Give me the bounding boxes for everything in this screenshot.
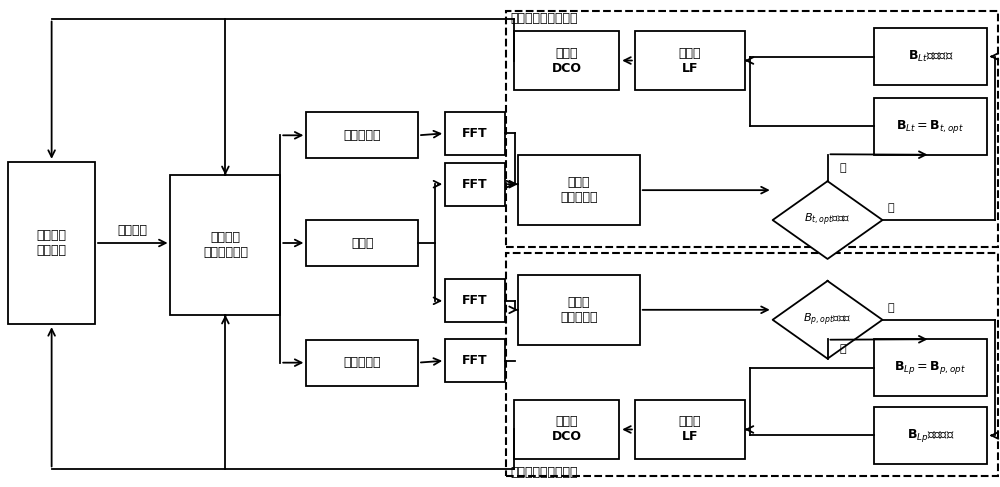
FancyBboxPatch shape (874, 339, 987, 396)
FancyBboxPatch shape (518, 275, 640, 345)
Text: 窄带回波: 窄带回波 (118, 225, 148, 237)
Text: FFT: FFT (462, 354, 488, 367)
Text: 俯仰维
DCO: 俯仰维 DCO (552, 47, 582, 75)
Text: 方位维
DCO: 方位维 DCO (552, 415, 582, 444)
FancyBboxPatch shape (874, 407, 987, 464)
Text: 俯仰维角度跟踪模块: 俯仰维角度跟踪模块 (510, 12, 577, 25)
Text: $\mathbf{B}_{Lt}$$=$$\mathbf{B}_{t,opt}$: $\mathbf{B}_{Lt}$$=$$\mathbf{B}_{t,opt}$ (896, 118, 964, 135)
FancyBboxPatch shape (514, 399, 619, 459)
Text: 方位维
LF: 方位维 LF (678, 415, 701, 444)
Text: $B_{t,opt}$有解？: $B_{t,opt}$有解？ (804, 212, 851, 228)
Text: 方位差波束: 方位差波束 (343, 356, 381, 369)
FancyBboxPatch shape (306, 220, 418, 266)
FancyBboxPatch shape (635, 31, 745, 91)
Text: $\mathbf{B}_{Lp}$$=$$\mathbf{B}_{p,opt}$: $\mathbf{B}_{Lp}$$=$$\mathbf{B}_{p,opt}$ (894, 359, 966, 376)
Text: 是: 是 (840, 344, 846, 354)
FancyBboxPatch shape (170, 175, 280, 315)
Text: 否: 否 (887, 302, 894, 313)
FancyBboxPatch shape (445, 112, 505, 155)
Text: FFT: FFT (462, 127, 488, 140)
Text: $B_{p,opt}$有解？: $B_{p,opt}$有解？ (803, 312, 852, 328)
FancyBboxPatch shape (635, 399, 745, 459)
Text: 俯仰差波束: 俯仰差波束 (343, 129, 381, 142)
FancyBboxPatch shape (874, 28, 987, 85)
FancyBboxPatch shape (874, 98, 987, 155)
FancyBboxPatch shape (514, 31, 619, 91)
Text: 接收阵列
数字波束形成: 接收阵列 数字波束形成 (203, 231, 248, 259)
Polygon shape (773, 281, 882, 358)
Text: FFT: FFT (462, 178, 488, 191)
Text: 方位维
单脉冲测角: 方位维 单脉冲测角 (560, 296, 598, 324)
Polygon shape (773, 181, 882, 259)
Text: 俯仰维
LF: 俯仰维 LF (678, 47, 701, 75)
Text: FFT: FFT (462, 294, 488, 307)
Text: 是: 是 (840, 163, 846, 173)
FancyBboxPatch shape (445, 163, 505, 206)
FancyBboxPatch shape (445, 339, 505, 382)
Text: 俯仰维
单脉冲测角: 俯仰维 单脉冲测角 (560, 176, 598, 204)
Text: $\mathbf{B}_{Lt}$保持不变: $\mathbf{B}_{Lt}$保持不变 (908, 49, 953, 64)
Text: 和波束: 和波束 (351, 237, 373, 249)
FancyBboxPatch shape (306, 340, 418, 386)
FancyBboxPatch shape (306, 112, 418, 158)
FancyBboxPatch shape (8, 162, 95, 324)
Text: 天线阵面
波束指向: 天线阵面 波束指向 (37, 229, 67, 257)
FancyBboxPatch shape (445, 280, 505, 322)
Text: 方位维角度跟踪模块: 方位维角度跟踪模块 (510, 466, 577, 479)
Text: $\mathbf{B}_{Lp}$保持不变: $\mathbf{B}_{Lp}$保持不变 (907, 427, 954, 444)
Text: 否: 否 (887, 203, 894, 213)
FancyBboxPatch shape (518, 155, 640, 225)
